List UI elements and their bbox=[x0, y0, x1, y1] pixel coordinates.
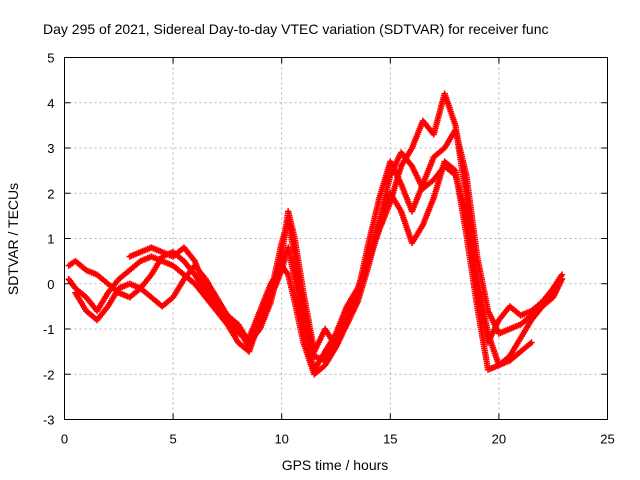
y-axis-label: SDTVAR / TECUs bbox=[5, 183, 21, 295]
x-tick-label: 25 bbox=[600, 432, 614, 447]
axis-ticks bbox=[64, 57, 608, 420]
series-trace-c bbox=[72, 90, 566, 373]
x-tick-label: 5 bbox=[169, 432, 176, 447]
series-trace-d bbox=[126, 126, 566, 355]
y-tick-label: 3 bbox=[47, 141, 54, 156]
x-axis-label: GPS time / hours bbox=[282, 457, 389, 473]
grid-lines bbox=[64, 57, 608, 420]
y-tick-labels: -3 -2 -1 0 1 2 3 4 5 bbox=[43, 51, 55, 428]
y-tick-label: -1 bbox=[43, 322, 55, 337]
x-tick-label: 10 bbox=[274, 432, 288, 447]
data-point-markers bbox=[72, 90, 566, 373]
y-tick-label: 2 bbox=[47, 186, 54, 201]
x-tick-label: 20 bbox=[492, 432, 506, 447]
y-tick-label: -3 bbox=[43, 413, 55, 428]
data-marks bbox=[65, 90, 566, 378]
y-tick-label: 5 bbox=[47, 51, 54, 66]
y-tick-label: 4 bbox=[47, 96, 54, 111]
x-tick-label: 0 bbox=[61, 432, 68, 447]
x-tick-labels: 0 5 10 15 20 25 bbox=[61, 432, 615, 447]
chart-title: Day 295 of 2021, Sidereal Day-to-day VTE… bbox=[43, 21, 549, 37]
data-point-markers bbox=[126, 126, 566, 355]
y-tick-label: -2 bbox=[43, 367, 55, 382]
y-tick-label: 0 bbox=[47, 277, 54, 292]
y-tick-label: 1 bbox=[47, 232, 54, 247]
x-tick-label: 15 bbox=[383, 432, 397, 447]
